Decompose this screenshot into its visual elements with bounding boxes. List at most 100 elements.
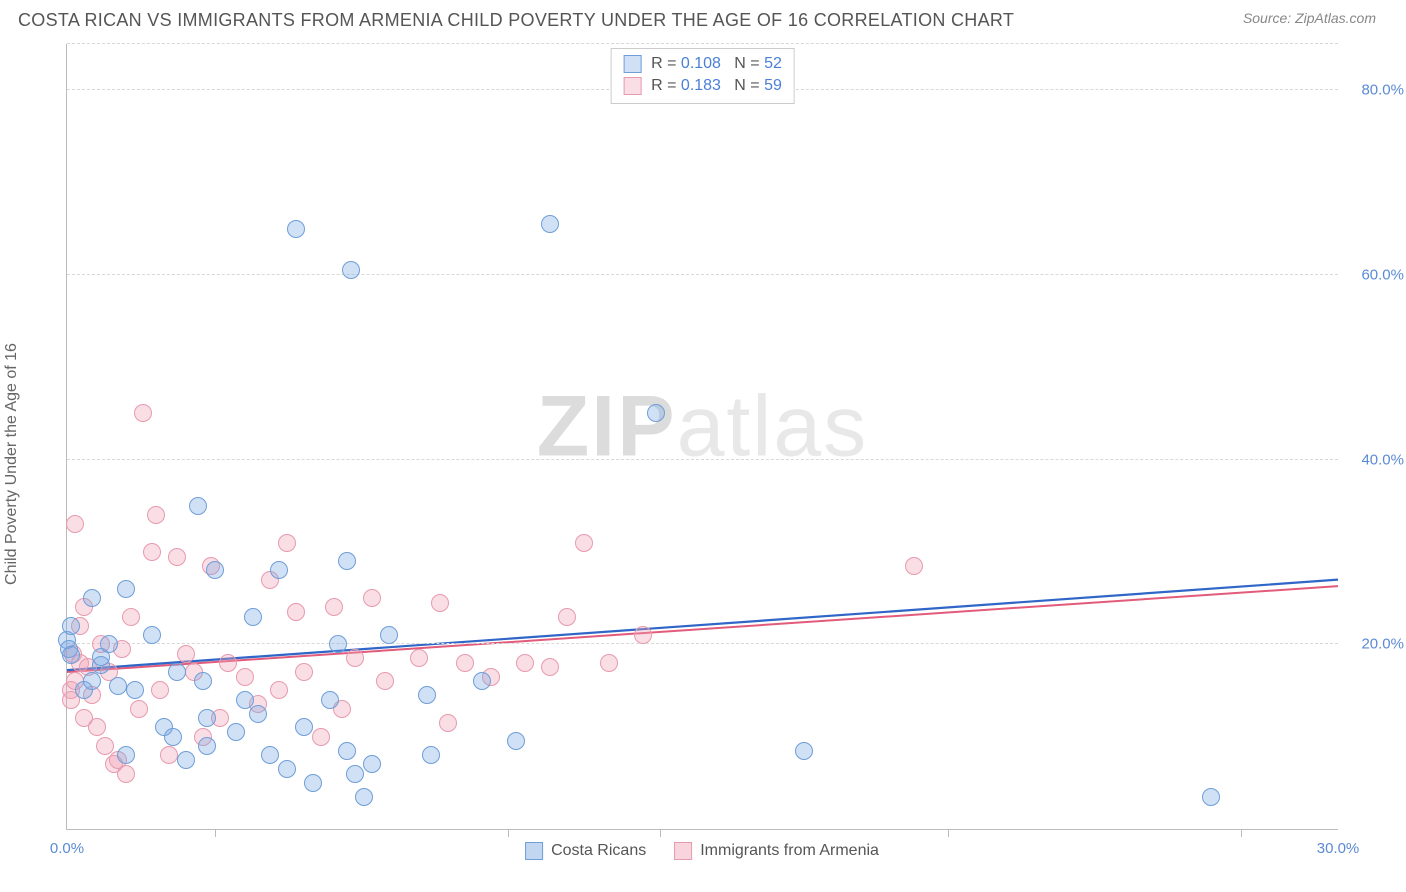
legend-label: Immigrants from Armenia [700,842,879,860]
data-point [198,737,216,755]
data-point [270,681,288,699]
data-point [575,534,593,552]
data-point [634,626,652,644]
legend-label: Costa Ricans [551,842,646,860]
data-point [541,215,559,233]
legend-text: R = 0.183 N = 59 [651,75,782,97]
data-point [130,700,148,718]
data-point [287,603,305,621]
trend-line [67,586,1338,672]
data-point [380,626,398,644]
legend-swatch [525,842,543,860]
data-point [325,598,343,616]
legend-item: Immigrants from Armenia [674,842,879,860]
legend-swatch [623,55,641,73]
data-point [295,718,313,736]
data-point [100,635,118,653]
x-tick-label: 30.0% [1317,840,1360,857]
y-tick-label: 40.0% [1361,451,1404,468]
data-point [117,580,135,598]
data-point [278,534,296,552]
data-point [83,589,101,607]
data-point [346,765,364,783]
legend-bottom: Costa Ricans Immigrants from Armenia [525,842,879,860]
data-point [376,672,394,690]
x-tick [948,829,949,837]
data-point [62,646,80,664]
data-point [177,751,195,769]
data-point [143,626,161,644]
data-point [418,686,436,704]
legend-row: R = 0.183 N = 59 [623,75,782,97]
data-point [422,746,440,764]
data-point [164,728,182,746]
data-point [147,506,165,524]
data-point [287,220,305,238]
gridline-h [67,643,1338,644]
y-axis-label: Child Poverty Under the Age of 16 [3,343,21,585]
data-point [236,668,254,686]
data-point [431,594,449,612]
legend-row: R = 0.108 N = 52 [623,53,782,75]
data-point [795,742,813,760]
data-point [295,663,313,681]
x-tick [660,829,661,837]
x-tick [1241,829,1242,837]
legend-swatch [623,77,641,95]
data-point [473,672,491,690]
data-point [338,742,356,760]
watermark: ZIPatlas [537,377,868,476]
data-point [338,552,356,570]
data-point [198,709,216,727]
data-point [278,760,296,778]
data-point [363,755,381,773]
data-point [321,691,339,709]
data-point [261,746,279,764]
data-point [168,663,186,681]
data-point [66,515,84,533]
data-point [177,645,195,663]
data-point [227,723,245,741]
data-point [117,765,135,783]
data-point [117,746,135,764]
x-tick [215,829,216,837]
data-point [456,654,474,672]
data-point [516,654,534,672]
data-point [270,561,288,579]
legend-text: R = 0.108 N = 52 [651,53,782,75]
data-point [219,654,237,672]
data-point [905,557,923,575]
data-point [249,705,267,723]
data-point [507,732,525,750]
data-point [558,608,576,626]
data-point [143,543,161,561]
data-point [194,672,212,690]
legend-swatch [674,842,692,860]
source-label: Source: ZipAtlas.com [1243,10,1376,26]
data-point [439,714,457,732]
data-point [122,608,140,626]
data-point [62,617,80,635]
chart-container: Child Poverty Under the Age of 16 ZIPatl… [18,44,1386,884]
data-point [151,681,169,699]
data-point [312,728,330,746]
legend-correlation: R = 0.108 N = 52R = 0.183 N = 59 [610,48,795,104]
data-point [355,788,373,806]
y-tick-label: 20.0% [1361,636,1404,653]
x-tick [508,829,509,837]
trend-line [67,580,1338,671]
data-point [134,404,152,422]
legend-item: Costa Ricans [525,842,646,860]
data-point [160,746,178,764]
data-point [189,497,207,515]
data-point [329,635,347,653]
data-point [600,654,618,672]
data-point [126,681,144,699]
data-point [109,677,127,695]
x-tick-label: 0.0% [50,840,84,857]
y-tick-label: 60.0% [1361,266,1404,283]
data-point [83,672,101,690]
data-point [168,548,186,566]
gridline-h [67,459,1338,460]
data-point [541,658,559,676]
